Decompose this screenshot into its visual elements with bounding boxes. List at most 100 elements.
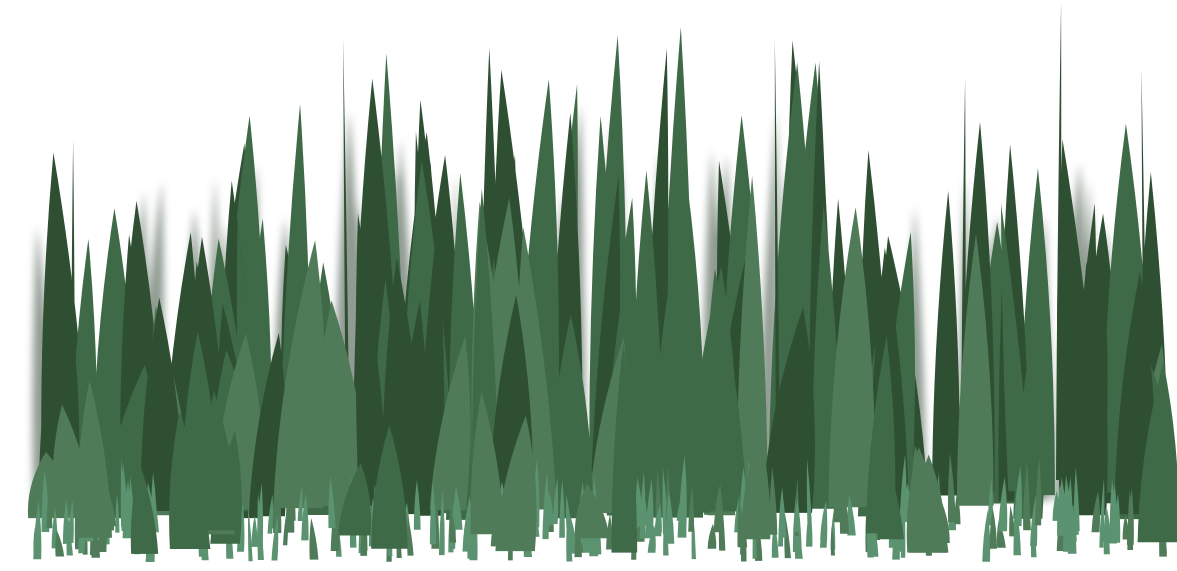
stubble-blade [1057,484,1065,536]
grass-wisp [1056,2,1062,480]
grass-blade [429,335,471,511]
stubble-blade [1030,495,1038,547]
grass-blade [87,461,115,531]
stubble-blade [820,502,827,541]
stubble-blade [1013,506,1021,556]
stubble-blade [677,483,687,538]
stubble-blade [718,483,726,551]
stubble-blade [267,494,273,534]
stubble-blade [784,513,791,559]
front-grass-blades [75,335,1177,554]
stubble-blade [248,506,253,562]
grass-blade [865,335,896,534]
grass-blade [495,415,537,552]
stubble-blade [288,492,295,529]
grass-blade [574,484,610,539]
grass-blade [736,175,768,511]
stubble-blade [449,505,457,543]
grass-blade [1065,285,1108,516]
stubble-blade [552,477,559,525]
grass-blade [916,484,950,543]
grass-blade [932,190,961,496]
grass-blade [355,213,390,506]
grass-blade [393,301,430,514]
stubble-blade [542,504,549,537]
grass-blade [956,234,994,506]
stubble-blade [566,514,573,562]
stubble-blade [257,492,264,560]
grass-blade [740,427,771,540]
stubble-blade [559,478,565,538]
stubble-blade [297,485,303,521]
stubble-blade [665,491,675,544]
stubble-blade [1103,507,1110,555]
stubble-blade [574,532,582,558]
stubble-blade [1108,483,1118,543]
grass-blade [1013,282,1046,519]
stubble-blade [46,487,53,529]
grass-blade [761,307,815,513]
stubble-blade [251,515,258,547]
stubble-blade [1091,491,1101,533]
stubble-blade [663,513,669,556]
stubble-blade [1009,505,1016,537]
stubble-blade [1126,488,1134,545]
stubble-blade [309,517,319,560]
stubble-blade [1099,477,1105,548]
stubble-blade [989,508,997,549]
grass-blade [629,170,665,514]
stubble-blade [954,491,961,525]
grass-blade [611,343,638,553]
stubble-blade [769,466,778,535]
grass-blade [273,240,327,509]
grass-blade [312,300,371,506]
stubble-blade [121,462,129,531]
stubble-blade [301,493,309,541]
stubble-blade [998,477,1008,532]
stubble-blade [778,489,787,538]
stubble-blade [793,499,800,533]
stubble-blade [438,490,445,556]
stubble-blade [737,491,743,547]
stubble-blade [653,504,662,537]
stubble-blade [987,477,993,526]
grass-blade [201,390,240,531]
grass-wisp [774,38,780,480]
stubble-blade [413,480,421,530]
grass-blade [470,391,505,535]
stubble-blade [115,493,120,533]
stubble-blade [330,485,340,551]
stubble-blade [839,477,849,534]
stubble-blade [830,526,835,556]
stubble-blade [1067,496,1077,554]
stubble-blade [982,509,991,562]
stubble-blade [454,485,463,530]
grass-blade [1137,362,1177,543]
stubble-blade [66,523,73,556]
stubble-blade [606,513,613,550]
stubble-blade [713,485,720,533]
grass-blade [371,425,408,549]
stubble-blade [407,516,414,556]
stubble-blade [273,475,282,533]
stubble-blade [645,478,654,539]
stubble-blade [33,500,42,560]
grass-blade [687,266,738,509]
stubble-blade [833,462,841,523]
grass-blade [828,207,876,508]
stubble-blade [688,485,694,532]
stubble-blade [55,530,65,557]
stubble-blade [847,494,856,536]
stubble-blade [1023,459,1030,530]
stubble-blade [328,476,336,529]
grass-blade [130,462,159,554]
stubble-blade [806,506,813,547]
stubble-blade [429,480,437,545]
stubble-blade [647,525,656,553]
stubble-blade [639,471,646,539]
stubble-blade [271,515,279,561]
grass-blade [548,315,593,519]
stubble-blade [1035,457,1042,526]
